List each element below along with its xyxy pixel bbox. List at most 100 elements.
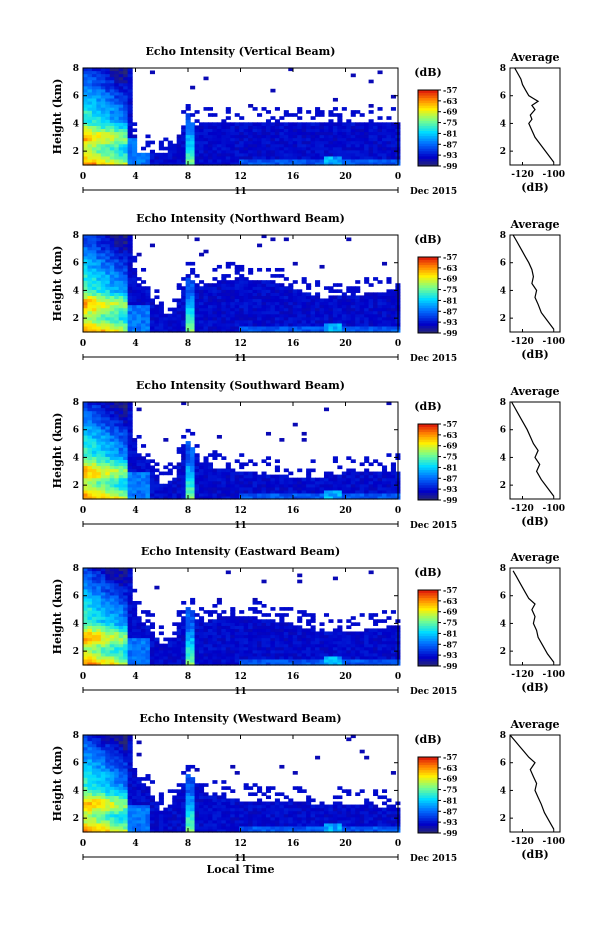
heatmap-cell — [341, 304, 347, 309]
heatmap-cell — [350, 128, 356, 133]
heatmap-cell — [190, 113, 196, 117]
heatmap-cell — [118, 401, 124, 406]
heatmap-cell — [212, 655, 218, 660]
heatmap-cell — [279, 643, 285, 648]
heatmap-cell — [252, 480, 258, 485]
heatmap-cell — [239, 137, 245, 142]
colorbar-swatch — [418, 153, 438, 157]
heatmap-cell — [96, 325, 102, 330]
heatmap-cell — [145, 298, 151, 303]
heatmap-cell — [83, 298, 89, 303]
heatmap-cell — [136, 483, 142, 488]
heatmap-cell — [212, 158, 218, 163]
heatmap-cell — [274, 301, 280, 306]
heatmap-cell — [185, 658, 191, 663]
heatmap-cell — [381, 161, 388, 166]
heatmap-cell — [306, 313, 312, 318]
heatmap-cell — [167, 655, 173, 660]
heatmap-cell — [261, 289, 267, 293]
heatmap-cell — [87, 434, 93, 439]
heatmap-cell — [190, 301, 196, 306]
heatmap-cell — [96, 97, 102, 102]
date-label: 11 — [234, 187, 247, 197]
heatmap-cell — [270, 316, 276, 321]
heatmap-cell — [230, 634, 236, 639]
heatmap-cell — [87, 416, 93, 421]
heatmap-cell — [265, 125, 272, 130]
heatmap-cell — [346, 137, 352, 142]
heatmap-cell — [221, 146, 227, 151]
heatmap-cell — [207, 625, 214, 630]
heatmap-cell — [265, 295, 272, 300]
heatmap-cell — [270, 631, 276, 636]
heatmap-cell — [118, 591, 124, 596]
heatmap-cell — [87, 622, 93, 626]
heatmap-cell — [118, 94, 124, 99]
heatmap-cell — [100, 131, 106, 136]
heatmap-cell — [127, 404, 133, 409]
heatmap-cell — [243, 616, 249, 620]
heatmap-cell — [288, 295, 294, 300]
heatmap-cell — [91, 292, 97, 297]
heatmap-cell — [96, 631, 102, 636]
heatmap-cell — [243, 122, 249, 126]
panel-title: Echo Intensity (Southward Beam) — [136, 379, 345, 392]
heatmap-cell — [190, 655, 196, 660]
heatmap-cell — [100, 576, 106, 581]
heatmap-cell — [127, 134, 133, 139]
heatmap-cell — [114, 480, 120, 485]
heatmap-cell — [328, 631, 334, 636]
heatmap-cell — [248, 155, 254, 160]
heatmap-cell — [123, 131, 129, 136]
heatmap-cell — [181, 465, 187, 470]
heatmap-cell — [127, 280, 133, 284]
heatmap-cell — [216, 149, 222, 154]
heatmap-cell — [243, 637, 249, 642]
heatmap-cell — [328, 646, 334, 651]
heatmap-cell — [386, 304, 392, 309]
heatmap-cell — [127, 616, 133, 620]
heatmap-cell — [243, 295, 249, 300]
heatmap-cell — [315, 634, 321, 639]
heatmap-cell — [359, 113, 365, 117]
heatmap-cell — [350, 477, 356, 482]
heatmap-cell — [185, 625, 191, 630]
heatmap-cell — [96, 416, 102, 421]
heatmap-cell — [279, 483, 285, 488]
heatmap-cell — [190, 325, 196, 330]
heatmap-cell — [190, 328, 196, 333]
heatmap-cell — [158, 143, 164, 148]
heatmap-cell — [118, 298, 124, 303]
heatmap-cell — [136, 301, 142, 306]
heatmap-cell — [114, 628, 120, 633]
heatmap-cell — [114, 407, 120, 412]
heatmap-cell — [123, 246, 129, 251]
heatmap-cell — [127, 453, 133, 457]
colorbar-swatch — [418, 125, 438, 129]
heatmap-cell — [359, 146, 365, 151]
heatmap-cell — [109, 576, 115, 581]
heatmap-cell — [257, 280, 263, 284]
heatmap-cell — [87, 328, 93, 333]
heatmap-cell — [91, 489, 97, 494]
heatmap-cell — [199, 292, 205, 297]
heatmap-cell — [377, 316, 383, 321]
heatmap-cell — [83, 283, 89, 287]
heatmap-cell — [332, 301, 338, 306]
heatmap-cell — [207, 125, 214, 130]
heatmap-cell — [114, 471, 120, 476]
heatmap-cell — [190, 295, 196, 300]
heatmap-cell — [109, 471, 115, 476]
heatmap-cell — [118, 407, 124, 412]
heatmap-cell — [83, 271, 89, 275]
heatmap-cell — [283, 277, 289, 281]
heatmap-cell — [350, 292, 356, 297]
heatmap-cell — [114, 438, 120, 442]
heatmap-cell — [127, 459, 133, 464]
heatmap-cell — [127, 649, 133, 654]
heatmap-cell — [118, 79, 124, 84]
heatmap-cell — [332, 289, 338, 293]
heatmap-cell — [118, 616, 124, 620]
heatmap-cell — [355, 480, 361, 485]
heatmap-cell — [212, 113, 218, 117]
